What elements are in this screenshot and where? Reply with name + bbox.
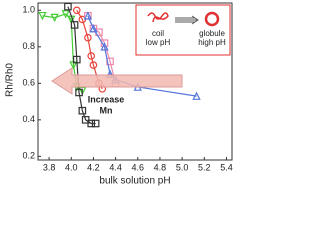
globule-label: high pH bbox=[198, 38, 226, 47]
y-tick-label: 0.2 bbox=[22, 151, 35, 161]
point bbox=[75, 88, 83, 97]
x-tick-label: 5.2 bbox=[198, 162, 211, 172]
point bbox=[192, 91, 201, 100]
x-tick-label: 4.4 bbox=[109, 162, 122, 172]
x-tick-label: 4.6 bbox=[132, 162, 145, 172]
y-tick-label: 0.8 bbox=[22, 41, 35, 51]
y-axis-label: Rh/Rh0 bbox=[5, 63, 16, 97]
globule-icon bbox=[204, 11, 220, 27]
globule-label: globule bbox=[199, 29, 225, 38]
point bbox=[106, 57, 114, 66]
point bbox=[89, 61, 98, 69]
point bbox=[61, 10, 70, 19]
point bbox=[73, 6, 81, 15]
point bbox=[91, 119, 100, 128]
inset: coil low pH globule high pH bbox=[135, 4, 231, 56]
plot-frame bbox=[37, 2, 233, 161]
point bbox=[84, 33, 92, 42]
y-tick-label: 0.6 bbox=[22, 78, 35, 88]
x-tick-label: 3.8 bbox=[43, 162, 56, 172]
x-axis-label: bulk solution pH bbox=[99, 176, 170, 187]
point bbox=[72, 55, 81, 64]
x-tick-label: 5.0 bbox=[176, 162, 189, 172]
coil-label: low pH bbox=[146, 38, 171, 47]
point bbox=[64, 2, 72, 11]
point bbox=[87, 119, 96, 128]
coil-label: coil bbox=[152, 29, 164, 38]
point bbox=[89, 24, 98, 33]
chart: Rh/Rh0 bulk solution pH coil low pH glob… bbox=[5, 2, 233, 187]
y-tick-label: 0.4 bbox=[22, 114, 35, 124]
point bbox=[83, 11, 93, 20]
big-arrow bbox=[51, 67, 183, 95]
inset-arrow bbox=[175, 15, 199, 25]
point bbox=[87, 52, 96, 60]
point bbox=[100, 42, 109, 51]
x-tick-label: 4.0 bbox=[65, 162, 78, 172]
series-line bbox=[67, 6, 96, 125]
arrow-label: Increase bbox=[88, 94, 125, 104]
x-tick-label: 4.8 bbox=[154, 162, 167, 172]
coil-icon bbox=[147, 12, 169, 23]
point bbox=[78, 106, 87, 115]
x-tick-label: 4.2 bbox=[87, 162, 100, 172]
x-tick-label: 5.4 bbox=[220, 162, 233, 172]
arrow-label: Mn bbox=[100, 105, 113, 115]
point bbox=[38, 11, 47, 21]
point bbox=[50, 13, 59, 23]
point bbox=[70, 21, 79, 29]
y-tick-label: 1.0 bbox=[22, 5, 35, 15]
